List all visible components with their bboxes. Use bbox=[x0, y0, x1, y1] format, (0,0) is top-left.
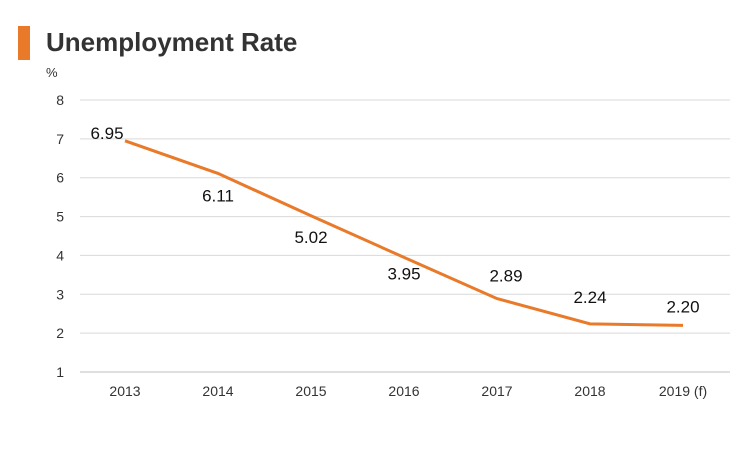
data-label: 2.20 bbox=[666, 297, 699, 316]
x-tick-label: 2018 bbox=[574, 383, 605, 399]
data-label: 3.95 bbox=[387, 264, 420, 283]
y-axis-unit-label: % bbox=[46, 65, 58, 80]
title-accent-bar bbox=[18, 26, 30, 60]
y-tick-label: 8 bbox=[56, 92, 64, 108]
y-tick-label: 4 bbox=[56, 247, 64, 263]
y-tick-label: 1 bbox=[56, 364, 64, 380]
y-tick-label: 5 bbox=[56, 209, 64, 225]
y-tick-label: 7 bbox=[56, 131, 64, 147]
data-labels: 6.95 6.11 5.02 3.95 2.89 2.24 2.20 bbox=[90, 124, 700, 326]
data-label: 6.95 bbox=[90, 124, 123, 143]
x-tick-label: 2013 bbox=[109, 383, 140, 399]
x-tick-label: 2015 bbox=[295, 383, 326, 399]
data-label: 2.24 bbox=[573, 288, 606, 307]
data-label: 6.11 bbox=[202, 186, 234, 205]
x-tick-label: 2017 bbox=[481, 383, 512, 399]
y-tick-label: 6 bbox=[56, 170, 64, 186]
y-tick-label: 2 bbox=[56, 325, 64, 341]
data-label: 2.89 bbox=[489, 267, 522, 286]
chart-title: Unemployment Rate bbox=[46, 27, 298, 57]
gridlines bbox=[80, 99, 730, 373]
x-axis-ticks: 2013 2014 2015 2016 2017 2018 2019 (f) bbox=[109, 383, 707, 399]
data-label: 5.02 bbox=[294, 228, 327, 247]
y-tick-label: 3 bbox=[56, 286, 64, 302]
x-tick-label: 2016 bbox=[388, 383, 419, 399]
x-tick-label: 2019 (f) bbox=[659, 383, 707, 399]
y-axis-ticks: 1 2 3 4 5 6 7 8 bbox=[56, 92, 64, 380]
x-tick-label: 2014 bbox=[202, 383, 233, 399]
